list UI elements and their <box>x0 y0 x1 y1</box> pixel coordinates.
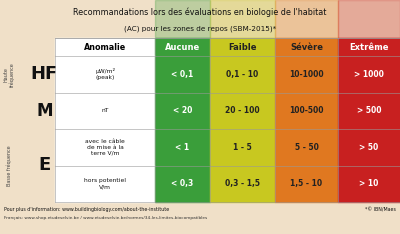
Bar <box>338 56 400 92</box>
Bar <box>0 165 55 202</box>
Bar <box>210 38 275 56</box>
Bar <box>338 129 400 165</box>
Bar <box>210 92 275 129</box>
Text: Haute
fréquence: Haute fréquence <box>3 62 15 87</box>
Text: avec le câble
de mise à la
terre V/m: avec le câble de mise à la terre V/m <box>85 139 125 156</box>
Bar <box>0 0 400 38</box>
Bar <box>275 129 338 165</box>
Bar <box>0 92 55 129</box>
Text: 100-500: 100-500 <box>289 106 324 115</box>
Text: 0,1 - 10: 0,1 - 10 <box>226 70 259 79</box>
Bar <box>55 92 155 129</box>
Bar <box>0 129 55 165</box>
Text: Basse fréquence: Basse fréquence <box>6 145 12 186</box>
Bar <box>55 165 155 202</box>
Text: 10-1000: 10-1000 <box>289 70 324 79</box>
Bar <box>210 0 275 38</box>
Text: Aucune: Aucune <box>165 43 200 51</box>
Text: μW/m²
(peak): μW/m² (peak) <box>95 68 115 80</box>
Text: 0,3 - 1,5: 0,3 - 1,5 <box>225 179 260 188</box>
Text: < 1: < 1 <box>176 143 190 152</box>
Text: Extrême: Extrême <box>349 43 389 51</box>
Bar <box>275 92 338 129</box>
Bar <box>275 56 338 92</box>
Bar <box>210 129 275 165</box>
Text: < 0,3: < 0,3 <box>171 179 194 188</box>
Bar <box>338 92 400 129</box>
Text: M: M <box>36 102 53 120</box>
Text: > 500: > 500 <box>357 106 381 115</box>
Text: Pour plus d'information: www.buildingbiology.com/about-the-institute: Pour plus d'information: www.buildingbio… <box>4 207 169 212</box>
Text: > 10: > 10 <box>359 179 379 188</box>
Text: HF: HF <box>31 65 58 83</box>
Text: *© IBN/Maes: *© IBN/Maes <box>365 207 396 212</box>
Text: 5 - 50: 5 - 50 <box>294 143 318 152</box>
Bar <box>155 129 210 165</box>
Bar <box>275 38 338 56</box>
Bar <box>55 129 155 165</box>
Text: hors potentiel
V/m: hors potentiel V/m <box>84 178 126 189</box>
Bar <box>0 56 55 92</box>
Text: < 0,1: < 0,1 <box>171 70 194 79</box>
Text: E: E <box>38 157 51 175</box>
Bar <box>275 165 338 202</box>
Text: Français: www.shop.etudeselvie.be / www.etudeselvie.be/normes/34-les-limites-bio: Français: www.shop.etudeselvie.be / www.… <box>4 216 207 220</box>
Text: Faible: Faible <box>228 43 257 51</box>
Text: (AC) pour les zones de repos (SBM-2015)*: (AC) pour les zones de repos (SBM-2015)* <box>124 25 276 32</box>
Text: Anomalie: Anomalie <box>84 43 126 51</box>
Bar <box>275 0 338 38</box>
Bar <box>338 0 400 38</box>
Text: 1 - 5: 1 - 5 <box>233 143 252 152</box>
Bar <box>338 165 400 202</box>
Text: 20 - 100: 20 - 100 <box>225 106 260 115</box>
Text: 1,5 - 10: 1,5 - 10 <box>290 179 322 188</box>
Bar <box>55 56 155 92</box>
Bar <box>155 38 210 56</box>
Bar <box>210 165 275 202</box>
Text: Recommandations lors des évaluations en biologie de l'habitat: Recommandations lors des évaluations en … <box>73 7 327 17</box>
Text: nT: nT <box>101 108 109 113</box>
Bar <box>155 92 210 129</box>
Text: > 1000: > 1000 <box>354 70 384 79</box>
Bar <box>338 38 400 56</box>
Text: < 20: < 20 <box>173 106 192 115</box>
Bar <box>155 56 210 92</box>
Bar <box>210 56 275 92</box>
Text: > 50: > 50 <box>359 143 379 152</box>
Text: Sévère: Sévère <box>290 43 323 51</box>
Bar <box>155 0 210 38</box>
Bar <box>55 38 155 56</box>
Bar <box>155 165 210 202</box>
